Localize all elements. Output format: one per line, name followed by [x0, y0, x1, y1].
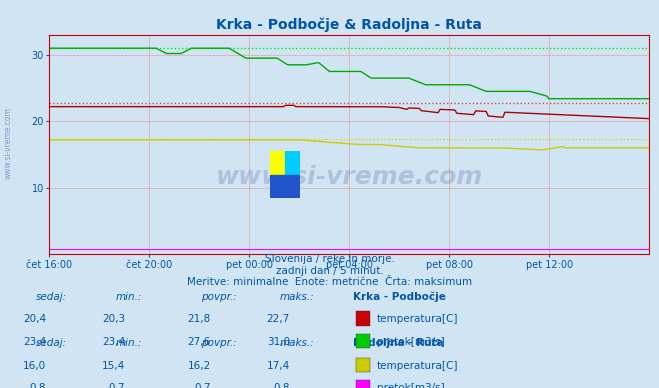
Text: 20,4: 20,4: [23, 314, 46, 324]
Text: maks.:: maks.:: [280, 338, 315, 348]
Text: Slovenija / reke in morje.: Slovenija / reke in morje.: [264, 254, 395, 264]
Text: 0,7: 0,7: [109, 383, 125, 388]
Text: www.si-vreme.com: www.si-vreme.com: [3, 107, 13, 180]
Text: sedaj:: sedaj:: [36, 338, 67, 348]
Text: 0,8: 0,8: [273, 383, 290, 388]
Text: povpr.:: povpr.:: [201, 338, 237, 348]
Text: 22,7: 22,7: [267, 314, 290, 324]
Text: 31,0: 31,0: [267, 336, 290, 346]
Text: pretok[m3/s]: pretok[m3/s]: [377, 383, 445, 388]
Text: sedaj:: sedaj:: [36, 291, 67, 301]
Text: Krka - Podbočje: Krka - Podbočje: [353, 291, 445, 301]
Text: 15,4: 15,4: [102, 360, 125, 371]
Text: maks.:: maks.:: [280, 291, 315, 301]
Text: pretok[m3/s]: pretok[m3/s]: [377, 336, 445, 346]
Bar: [285, 175, 300, 198]
Text: 0,7: 0,7: [194, 383, 211, 388]
Text: 17,4: 17,4: [267, 360, 290, 371]
Text: temperatura[C]: temperatura[C]: [377, 360, 459, 371]
Text: 23,4: 23,4: [102, 336, 125, 346]
Text: 16,0: 16,0: [23, 360, 46, 371]
Text: min.:: min.:: [115, 338, 142, 348]
Text: temperatura[C]: temperatura[C]: [377, 314, 459, 324]
Text: Radoljna - Ruta: Radoljna - Ruta: [353, 338, 444, 348]
Bar: [270, 151, 285, 175]
Text: 0,8: 0,8: [30, 383, 46, 388]
Text: 27,6: 27,6: [188, 336, 211, 346]
Text: povpr.:: povpr.:: [201, 291, 237, 301]
Text: zadnji dan / 5 minut.: zadnji dan / 5 minut.: [275, 265, 384, 275]
Text: www.si-vreme.com: www.si-vreme.com: [215, 165, 483, 189]
Text: 21,8: 21,8: [188, 314, 211, 324]
Bar: [285, 151, 300, 175]
Text: min.:: min.:: [115, 291, 142, 301]
Text: Meritve: minimalne  Enote: metrične  Črta: maksimum: Meritve: minimalne Enote: metrične Črta:…: [187, 277, 472, 287]
Text: 16,2: 16,2: [188, 360, 211, 371]
Text: 20,3: 20,3: [102, 314, 125, 324]
Text: 23,4: 23,4: [23, 336, 46, 346]
Title: Krka - Podbočje & Radoljna - Ruta: Krka - Podbočje & Radoljna - Ruta: [216, 18, 482, 32]
Bar: [270, 175, 285, 198]
